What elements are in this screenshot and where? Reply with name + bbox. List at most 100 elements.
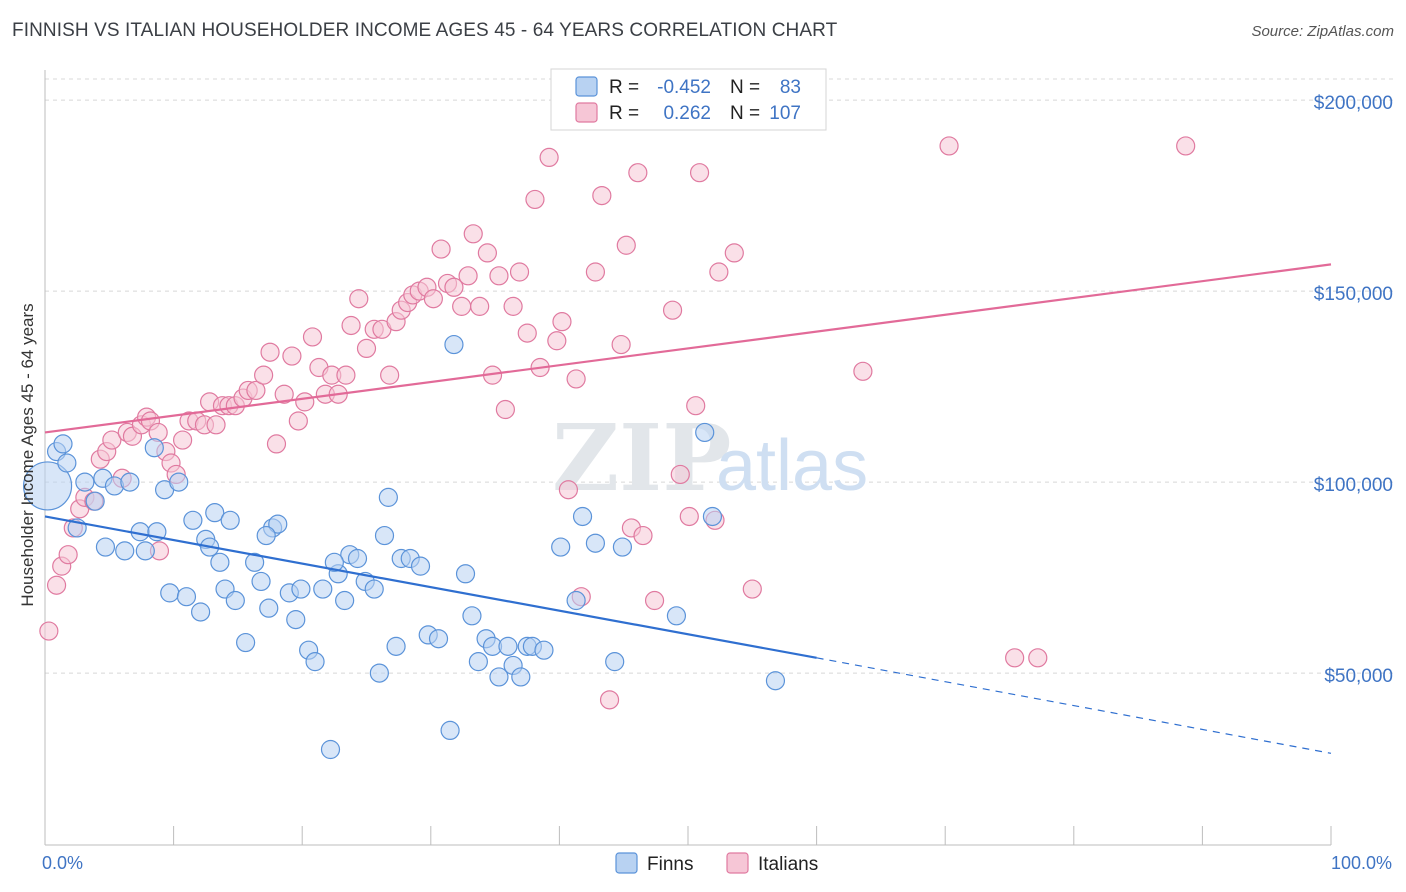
x-tick-label-start: 0.0%	[42, 853, 83, 873]
italians-point	[431, 239, 451, 259]
finns-point	[245, 552, 265, 572]
finns-point	[612, 537, 633, 557]
italians-point	[670, 464, 690, 485]
series-legend-label-italians: Italians	[758, 854, 818, 875]
finns-point	[462, 606, 482, 626]
series-legend-swatch-italians	[726, 852, 749, 874]
italians-point	[517, 323, 537, 343]
finns-point	[468, 652, 488, 672]
y-ticks: $50,000 $100,000 $150,000 $200,000	[1314, 93, 1393, 687]
finns-trend-extension	[816, 657, 1332, 754]
finns-point	[324, 552, 344, 572]
finns-point	[364, 579, 384, 599]
legend-r-value-finns: -0.452	[657, 77, 711, 98]
finns-point	[489, 667, 509, 687]
legend-n-value-italians: 107	[769, 103, 801, 124]
italians-point	[260, 342, 280, 362]
italians-point	[1005, 648, 1025, 668]
italians-point	[349, 289, 369, 309]
finns-point	[320, 739, 341, 760]
finns-point	[605, 652, 625, 672]
italians-point	[336, 365, 356, 385]
italians-point	[939, 136, 959, 156]
source-credit: Source: ZipAtlas.com	[1251, 23, 1394, 40]
watermark-atlas: atlas	[716, 426, 868, 506]
italians-point	[452, 296, 472, 316]
y-axis-label: Householder Income Ages 45 - 64 years	[18, 303, 37, 606]
italians-points	[39, 136, 1196, 710]
italians-point	[599, 690, 620, 710]
finns-point	[135, 541, 155, 561]
italians-point	[206, 415, 226, 435]
italians-point	[1176, 136, 1196, 156]
italians-point	[503, 296, 523, 316]
italians-point	[547, 331, 567, 351]
finns-point	[53, 434, 73, 454]
italians-point	[1028, 648, 1048, 668]
finns-point	[428, 629, 449, 649]
italians-point	[585, 262, 606, 282]
italians-point	[58, 545, 78, 565]
italians-point	[709, 262, 729, 282]
finns-point	[22, 461, 73, 511]
italians-point	[380, 365, 400, 385]
finns-point	[695, 422, 715, 443]
trend-lines	[44, 263, 1332, 754]
italians-point	[463, 224, 483, 244]
x-tick-label-end: 100.0%	[1331, 853, 1392, 873]
italians-point	[689, 163, 710, 183]
finns-point	[313, 579, 333, 599]
finns-point	[169, 472, 189, 492]
italians-point	[302, 327, 323, 347]
finns-point	[225, 590, 245, 611]
italians-point	[341, 315, 361, 336]
finns-point	[85, 491, 105, 511]
watermark: ZIP atlas	[552, 404, 868, 512]
italians-point	[254, 365, 274, 385]
finns-point	[386, 636, 406, 656]
italians-point	[644, 590, 665, 611]
italians-point	[509, 262, 530, 282]
italians-point	[246, 380, 266, 401]
chart-title: FINNISH VS ITALIAN HOUSEHOLDER INCOME AG…	[12, 20, 838, 41]
finns-point	[551, 537, 571, 557]
italians-point	[470, 296, 490, 316]
italians-point	[266, 434, 287, 454]
italians-point	[102, 430, 122, 450]
finns-point	[572, 506, 593, 527]
series-legend: Finns Italians	[615, 852, 818, 875]
legend-n-label-finns: N =	[730, 77, 760, 98]
italians-point	[566, 369, 586, 389]
italians-point	[611, 334, 631, 355]
legend-n-value-finns: 83	[780, 77, 801, 98]
finns-point	[210, 552, 230, 572]
italians-point	[282, 346, 302, 366]
finns-point	[191, 602, 211, 622]
finns-point	[268, 514, 288, 534]
finns-point	[291, 579, 311, 599]
finns-point	[286, 610, 306, 630]
finns-point	[176, 587, 197, 607]
italians-point	[853, 361, 873, 381]
series-legend-label-finns: Finns	[647, 854, 693, 875]
italians-trend-line	[44, 263, 1332, 434]
legend-swatch-italians	[575, 102, 598, 123]
finns-point	[251, 571, 271, 592]
y-tick-label: $200,000	[1314, 93, 1393, 114]
finns-point	[205, 503, 225, 523]
finns-point	[75, 472, 95, 492]
italians-point	[295, 392, 315, 412]
italians-point	[477, 243, 497, 263]
watermark-zip: ZIP	[552, 404, 731, 512]
finns-point	[57, 453, 77, 473]
italians-point	[539, 147, 559, 167]
finns-point	[765, 671, 786, 691]
italians-point	[495, 399, 515, 420]
finns-point	[444, 334, 464, 355]
italians-point	[288, 411, 308, 431]
finns-trend-line	[44, 515, 817, 659]
italians-point	[489, 266, 509, 286]
finns-points	[22, 334, 786, 760]
finns-point	[534, 640, 554, 660]
finns-point	[511, 667, 531, 687]
